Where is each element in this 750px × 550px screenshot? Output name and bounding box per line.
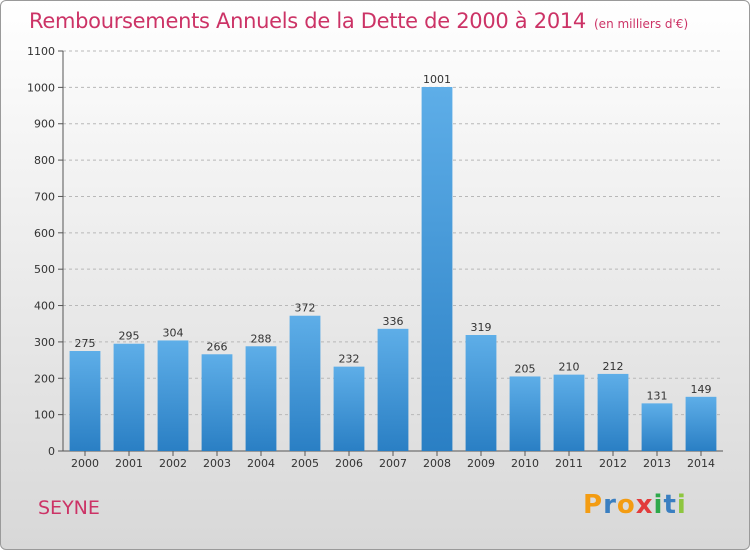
bar-value-label: 295 <box>119 330 140 343</box>
y-tick-label: 200 <box>34 372 55 385</box>
logo-letter: P <box>583 490 604 520</box>
chart-unit: (en milliers d'€) <box>594 17 689 31</box>
bar-2000 <box>69 351 101 451</box>
x-tick-label: 2012 <box>599 457 627 470</box>
y-tick-label: 0 <box>48 445 55 458</box>
bar-2008 <box>421 87 453 451</box>
y-tick-label: 1000 <box>27 81 55 94</box>
logo-letter: i <box>676 490 687 520</box>
logo-letter: r <box>603 490 617 520</box>
x-tick-label: 2007 <box>379 457 407 470</box>
x-tick-label: 2014 <box>687 457 715 470</box>
commune-name: SEYNE <box>38 497 100 519</box>
logo-letter: i <box>653 490 664 520</box>
x-tick-label: 2011 <box>555 457 583 470</box>
x-tick-label: 2008 <box>423 457 451 470</box>
bar-2014 <box>685 396 717 451</box>
bar-2013 <box>641 403 673 451</box>
bar-2010 <box>509 376 541 451</box>
bar-2001 <box>113 343 145 451</box>
y-tick-label: 400 <box>34 300 55 313</box>
bar-value-label: 131 <box>647 389 668 402</box>
bar-value-label: 210 <box>559 361 580 374</box>
x-tick-label: 2001 <box>115 457 143 470</box>
chart-title: Remboursements Annuels de la Dette de 20… <box>29 9 688 33</box>
y-tick-label: 800 <box>34 154 55 167</box>
y-tick-label: 600 <box>34 227 55 240</box>
bar-value-label: 304 <box>163 326 184 339</box>
logo-letter: o <box>616 490 636 520</box>
x-tick-label: 2002 <box>159 457 187 470</box>
logo-letter: t <box>663 490 677 520</box>
y-tick-label: 1100 <box>27 45 55 58</box>
y-tick-label: 100 <box>34 409 55 422</box>
y-tick-label: 300 <box>34 336 55 349</box>
bar-2007 <box>377 328 409 451</box>
logo-letter: x <box>635 490 654 520</box>
bars <box>69 87 717 451</box>
x-tick-label: 2000 <box>71 457 99 470</box>
bar-2003 <box>201 354 233 451</box>
bar-2012 <box>597 373 629 451</box>
bar-2011 <box>553 374 585 451</box>
proxiti-logo: Proxiti <box>583 490 693 526</box>
bar-2002 <box>157 340 189 451</box>
x-tick-label: 2013 <box>643 457 671 470</box>
bar-value-label: 275 <box>75 337 96 350</box>
bar-2004 <box>245 346 277 451</box>
bar-value-label: 212 <box>603 360 624 373</box>
chart-title-text: Remboursements Annuels de la Dette de 20… <box>29 9 586 33</box>
x-tick-label: 2009 <box>467 457 495 470</box>
x-tick-label: 2004 <box>247 457 275 470</box>
bar-value-label: 205 <box>515 362 536 375</box>
x-tick-label: 2006 <box>335 457 363 470</box>
bar-value-label: 232 <box>339 353 360 366</box>
labels: 0 100 200 300 400 500 600 700 800 900 1000 1100 275 2… <box>27 45 715 470</box>
y-tick-label: 500 <box>34 263 55 276</box>
y-tick-label: 900 <box>34 118 55 131</box>
bar-value-label: 288 <box>251 332 272 345</box>
bar-value-label: 319 <box>471 321 492 334</box>
x-tick-label: 2005 <box>291 457 319 470</box>
x-tick-label: 2003 <box>203 457 231 470</box>
bar-2009 <box>465 335 497 451</box>
bar-2005 <box>289 315 321 451</box>
bar-value-label: 336 <box>383 315 404 328</box>
bar-2006 <box>333 366 365 451</box>
bar-value-label: 372 <box>295 302 316 315</box>
bar-value-label: 1001 <box>423 73 451 86</box>
y-tick-label: 700 <box>34 190 55 203</box>
bar-value-label: 149 <box>691 383 712 396</box>
bar-value-label: 266 <box>207 340 228 353</box>
x-tick-label: 2010 <box>511 457 539 470</box>
